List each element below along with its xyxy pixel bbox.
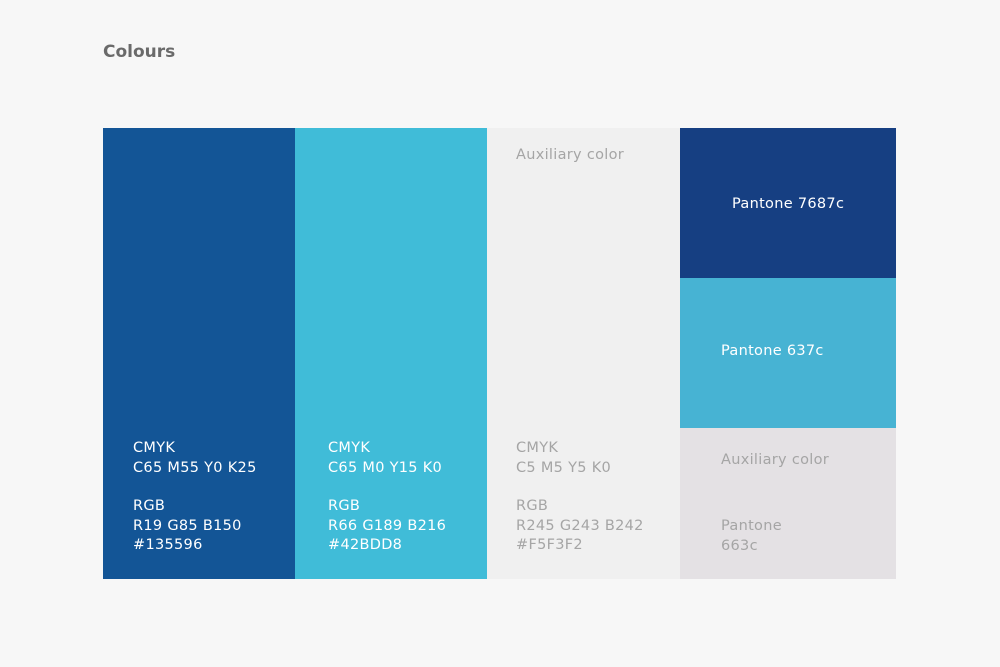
rgb-label: RGB <box>133 498 166 514</box>
auxiliary-heading: Auxiliary color <box>516 147 625 163</box>
rgb-label: RGB <box>328 498 361 514</box>
swatch-light-blue: CMYK C65 M0 Y15 K0 RGB R66 G189 B216 #42… <box>295 128 487 579</box>
pantone-663c: Auxiliary color Pantone 663c <box>680 428 896 579</box>
pantone-label-line1: Pantone <box>721 518 782 534</box>
cmyk-value: C65 M55 Y0 K25 <box>133 459 257 476</box>
cmyk-value: C5 M5 Y5 K0 <box>516 459 612 476</box>
color-specs: CMYK C65 M0 Y15 K0 RGB R66 G189 B216 #42… <box>328 439 446 556</box>
swatch-primary-blue: CMYK C65 M55 Y0 K25 RGB R19 G85 B150 #13… <box>103 128 295 579</box>
pantone-label: Pantone 663c <box>721 517 782 556</box>
rgb-value: R66 G189 B216 <box>328 517 447 534</box>
cmyk-label: CMYK <box>328 440 371 456</box>
swatch-auxiliary: Auxiliary color CMYK C5 M5 Y5 K0 RGB R24… <box>487 128 680 579</box>
auxiliary-heading: Auxiliary color <box>721 452 830 468</box>
hex-value: #F5F3F2 <box>516 537 583 553</box>
pantone-label: Pantone 7687c <box>732 196 845 212</box>
page-title: Colours <box>103 42 176 62</box>
hex-value: #135596 <box>133 537 203 553</box>
hex-value: #42BDD8 <box>328 537 403 553</box>
color-specs: CMYK C5 M5 Y5 K0 RGB R245 G243 B242 #F5F… <box>516 439 644 556</box>
rgb-value: R245 G243 B242 <box>516 517 644 534</box>
color-specs: CMYK C65 M55 Y0 K25 RGB R19 G85 B150 #13… <box>133 439 257 556</box>
cmyk-value: C65 M0 Y15 K0 <box>328 459 443 476</box>
cmyk-label: CMYK <box>133 440 176 456</box>
rgb-label: RGB <box>516 498 549 514</box>
pantone-7687c: Pantone 7687c <box>680 128 896 278</box>
rgb-value: R19 G85 B150 <box>133 517 242 534</box>
pantone-label-line2: 663c <box>721 537 758 554</box>
cmyk-label: CMYK <box>516 440 559 456</box>
pantone-label: Pantone 637c <box>721 343 824 359</box>
pantone-637c: Pantone 637c <box>680 278 896 428</box>
